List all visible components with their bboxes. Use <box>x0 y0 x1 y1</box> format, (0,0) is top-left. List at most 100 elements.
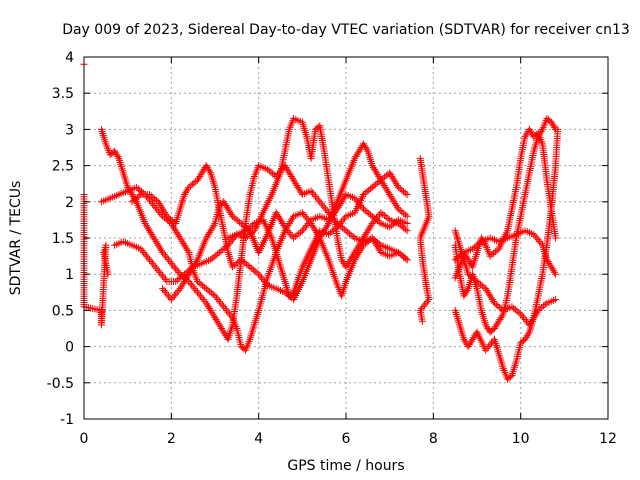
data-point <box>194 288 202 296</box>
data-point <box>147 258 155 266</box>
data-point <box>480 283 488 291</box>
data-point <box>551 124 559 132</box>
chart-title: Day 009 of 2023, Sidereal Day-to-day VTE… <box>62 22 630 38</box>
data-point <box>470 243 478 251</box>
data-point <box>156 245 164 253</box>
data-point <box>140 248 148 256</box>
data-point <box>180 241 188 249</box>
data-point <box>311 192 319 200</box>
data-point <box>419 303 427 311</box>
data-point <box>256 272 264 280</box>
data-points <box>80 60 562 383</box>
data-point <box>275 214 283 222</box>
data-point <box>498 312 506 320</box>
data-point <box>350 250 358 258</box>
data-point <box>522 334 530 342</box>
data-point <box>177 236 185 244</box>
data-point <box>334 203 342 211</box>
data-point <box>303 214 311 222</box>
data-point <box>199 296 207 304</box>
data-point <box>400 209 408 217</box>
data-point <box>342 263 350 271</box>
data-point <box>462 252 470 260</box>
data-point <box>465 258 473 266</box>
data-point <box>155 200 163 208</box>
data-point <box>191 285 199 293</box>
data-point <box>358 236 366 244</box>
data-point <box>294 183 302 191</box>
data-point <box>403 212 411 220</box>
data-point <box>172 277 180 285</box>
data-point <box>385 189 393 197</box>
data-point <box>425 296 433 304</box>
data-point <box>253 269 261 277</box>
data-point <box>232 215 240 223</box>
data-point <box>300 210 308 218</box>
data-point <box>209 223 217 231</box>
data-point <box>345 258 353 266</box>
data-point <box>322 223 330 231</box>
data-point <box>148 259 156 267</box>
data-point <box>285 220 293 228</box>
data-point <box>196 292 204 300</box>
data-point <box>539 302 547 310</box>
data-point <box>156 268 164 276</box>
data-point <box>510 304 518 312</box>
data-point <box>548 120 556 128</box>
data-point <box>146 191 153 199</box>
data-point <box>197 280 205 288</box>
data-point <box>178 238 186 246</box>
data-point <box>199 282 207 290</box>
data-point <box>207 256 215 264</box>
data-point <box>152 196 160 204</box>
data-point <box>469 245 477 253</box>
data-point <box>267 168 275 176</box>
data-point <box>242 260 250 268</box>
data-point <box>349 233 357 241</box>
data-point <box>290 234 298 242</box>
data-point <box>389 220 397 228</box>
data-point <box>293 231 301 239</box>
data-point <box>351 248 359 256</box>
data-point <box>386 169 394 177</box>
data-point <box>368 162 376 170</box>
data-point <box>237 256 245 264</box>
data-point <box>226 310 234 318</box>
data-point <box>259 276 267 284</box>
data-point <box>173 276 181 284</box>
data-point <box>192 178 200 186</box>
data-point <box>263 165 271 173</box>
data-point <box>491 248 499 256</box>
data-point <box>206 288 214 296</box>
data-point <box>388 194 396 202</box>
data-point <box>179 279 187 287</box>
data-point <box>365 225 373 233</box>
data-point <box>188 180 196 188</box>
data-point <box>368 220 376 228</box>
data-point <box>371 167 379 175</box>
data-point <box>215 297 223 305</box>
data-point <box>373 241 381 249</box>
data-point <box>462 288 470 296</box>
data-point <box>230 262 238 270</box>
data-point <box>486 292 494 300</box>
data-point <box>365 186 373 194</box>
data-point <box>113 151 121 159</box>
data-point <box>390 198 398 206</box>
data-point <box>486 252 494 260</box>
data-point <box>352 247 360 255</box>
data-point <box>162 252 170 260</box>
data-point <box>525 125 533 133</box>
data-point <box>211 314 219 322</box>
data-point <box>351 194 359 202</box>
data-point <box>173 267 181 275</box>
data-point <box>278 218 286 226</box>
data-point <box>396 250 404 258</box>
data-point <box>209 290 217 298</box>
data-point <box>163 212 171 220</box>
data-point <box>153 239 161 247</box>
data-point <box>184 272 192 280</box>
data-point <box>547 118 555 126</box>
data-point <box>286 171 294 179</box>
data-point <box>533 234 541 242</box>
